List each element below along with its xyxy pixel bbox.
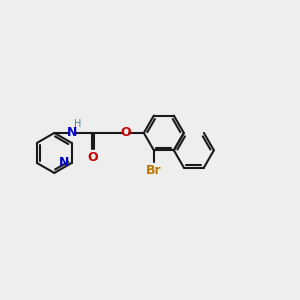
Text: H: H (74, 119, 82, 129)
Text: Br: Br (146, 164, 162, 177)
Text: N: N (59, 157, 69, 169)
Text: O: O (87, 151, 98, 164)
Text: O: O (121, 126, 131, 140)
Text: N: N (68, 126, 78, 140)
